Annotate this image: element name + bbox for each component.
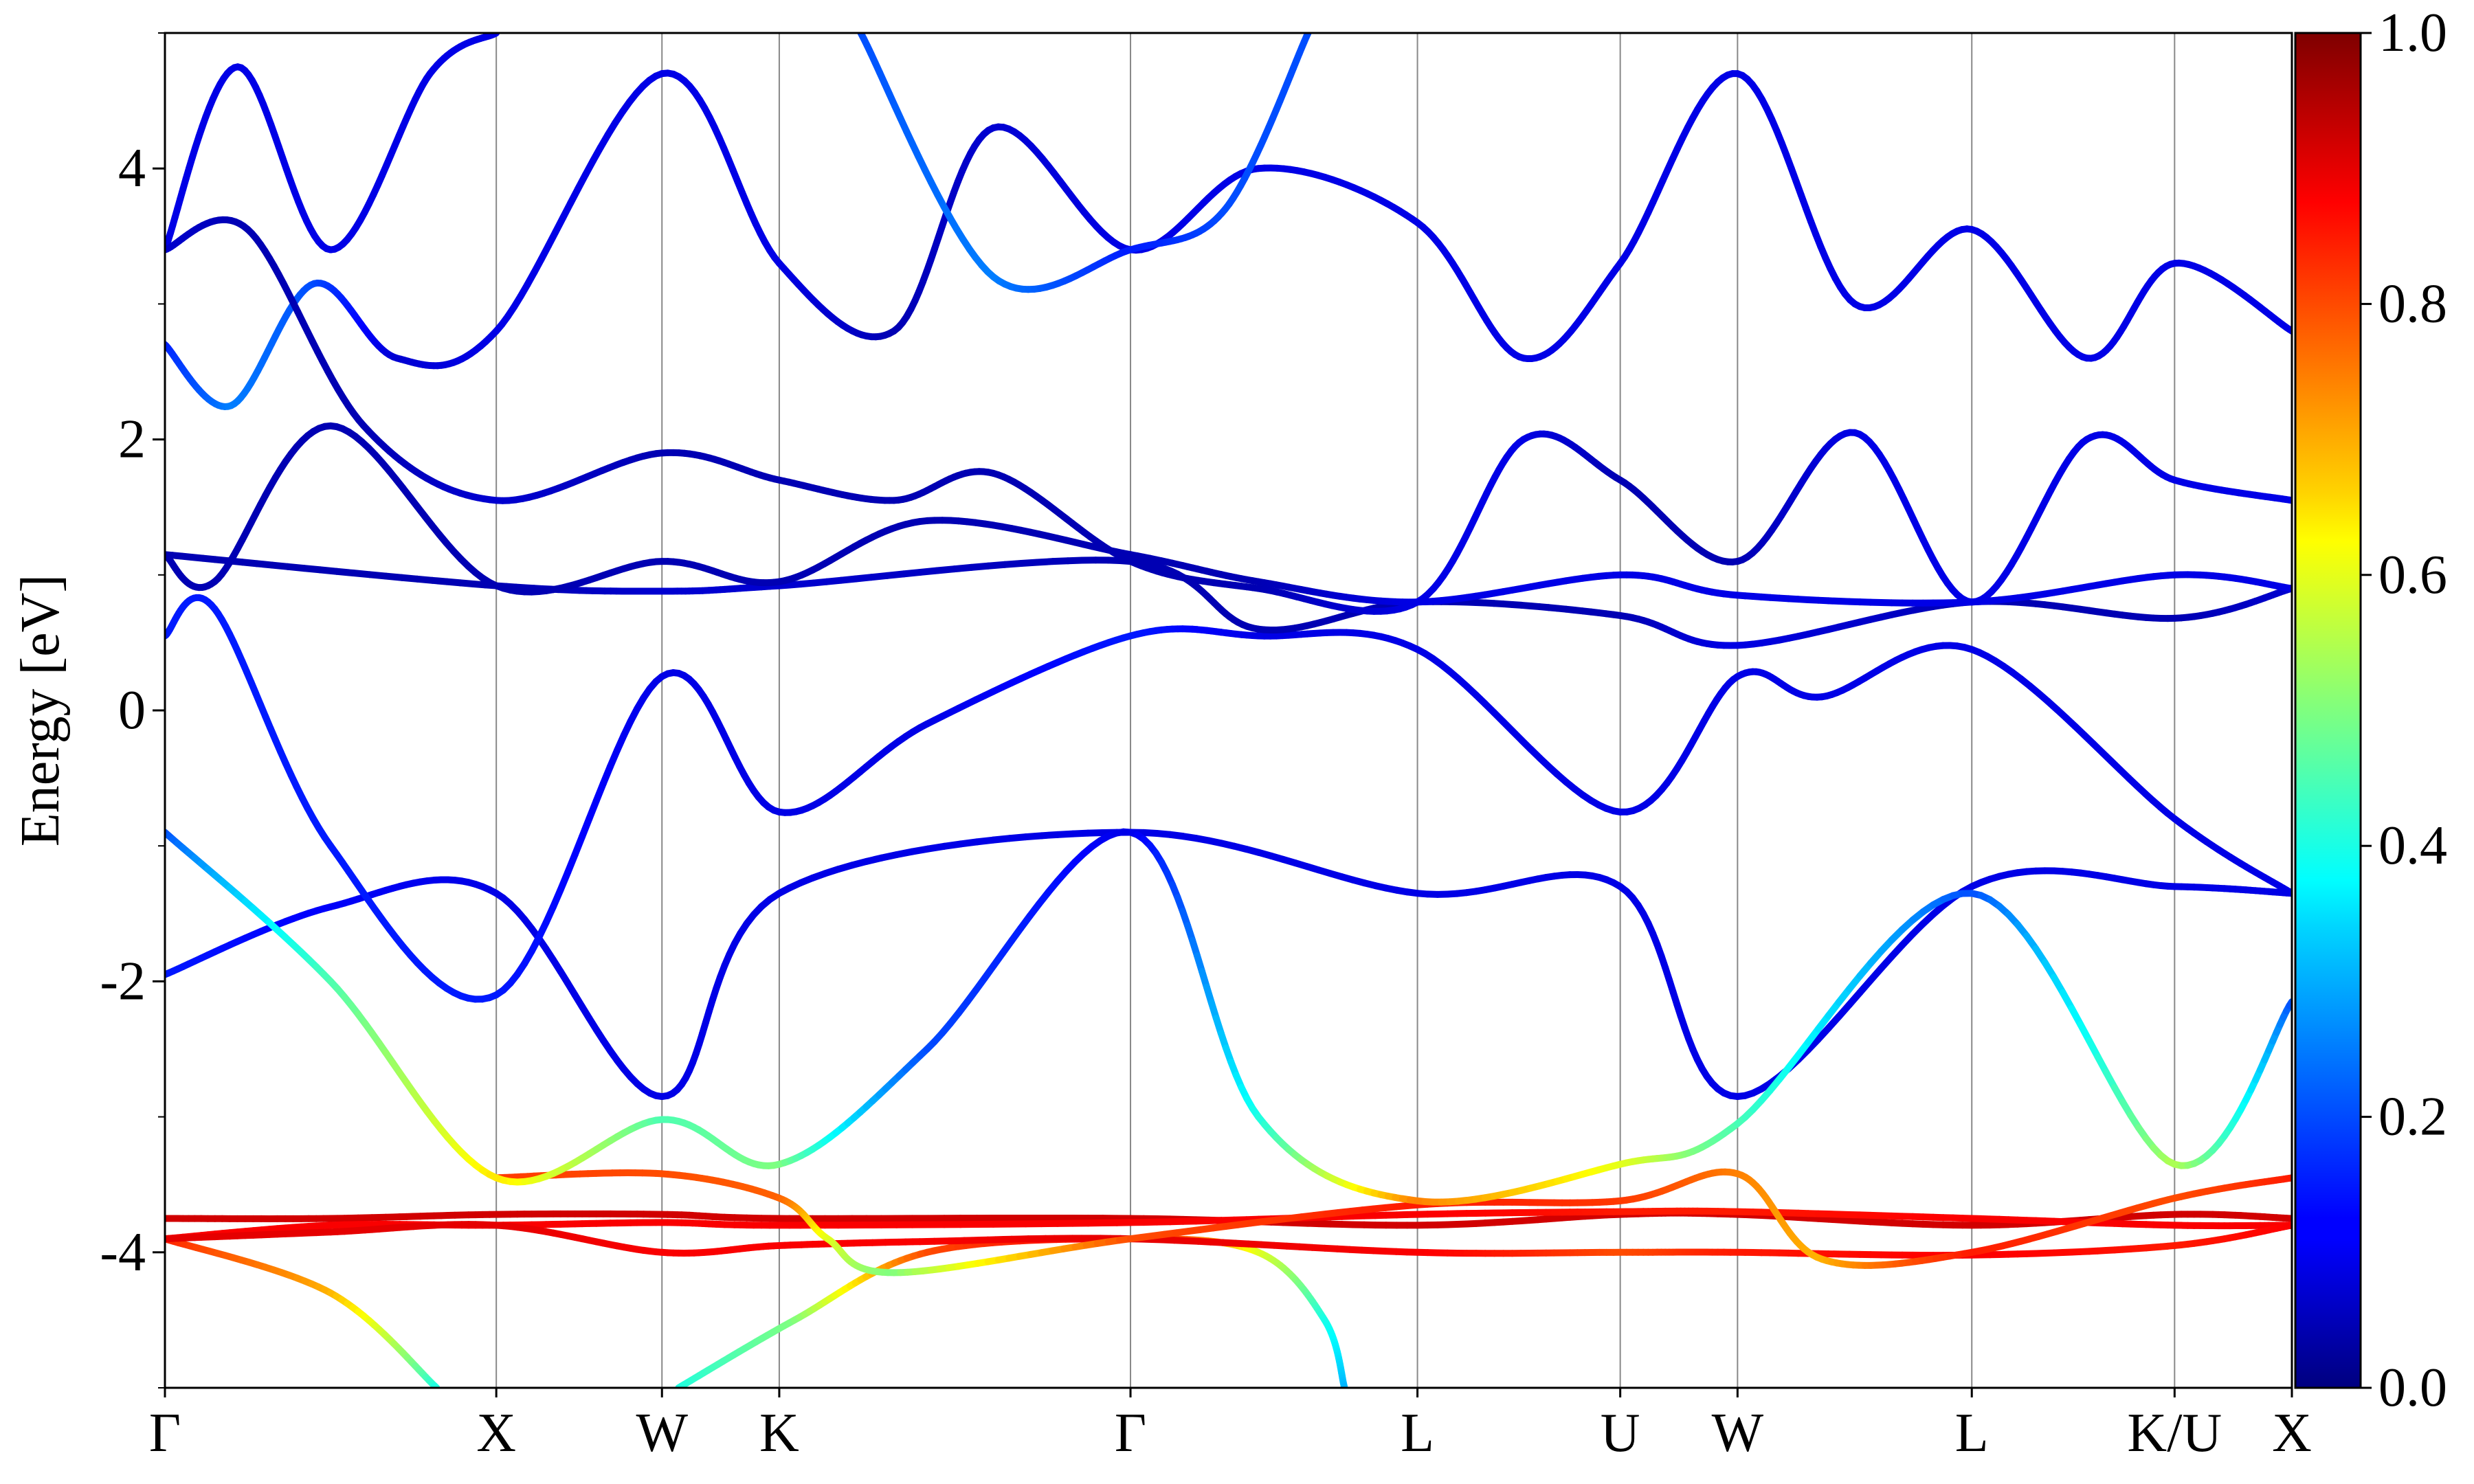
x-tick-label: Γ <box>1115 1403 1146 1463</box>
bands <box>165 33 2292 1388</box>
x-tick-label: K <box>759 1403 799 1463</box>
y-tick-label: 0 <box>118 680 146 741</box>
band-line <box>165 422 2292 607</box>
colorbar-tick-label: 0.6 <box>2378 545 2447 605</box>
y-axis-label: Energy [eV] <box>10 574 71 846</box>
band-line <box>165 829 2292 1101</box>
x-tick-label: X <box>2272 1403 2312 1463</box>
y-axis-ticks: 4 2 0 -2 -4 <box>100 32 165 1389</box>
colorbar-tick-label: 1.0 <box>2378 3 2447 63</box>
colorbar-tick-label: 0.2 <box>2378 1087 2447 1147</box>
band-line <box>165 828 2292 1206</box>
y-tick-label: -2 <box>100 951 146 1011</box>
x-tick-label: W <box>1712 1403 1764 1463</box>
band-line <box>165 69 2292 410</box>
y-tick-label: 2 <box>118 409 146 470</box>
band-line <box>165 1209 2292 1229</box>
x-tick-label: Γ <box>149 1403 181 1463</box>
colorbar-tick-label: 0.0 <box>2378 1358 2447 1418</box>
x-tick-label: L <box>1401 1403 1434 1463</box>
colorbar: 0.0 0.2 0.4 0.6 0.8 1.0 <box>2294 3 2447 1418</box>
colorbar-tick-label: 0.8 <box>2378 273 2447 334</box>
x-tick-label: U <box>1601 1403 1640 1463</box>
band-line <box>165 33 500 254</box>
band-line <box>165 1235 441 1388</box>
y-tick-label: 4 <box>118 138 146 199</box>
plot-frame <box>164 32 2293 1389</box>
band-line <box>165 1221 2292 1259</box>
band-line <box>857 33 1312 293</box>
y-tick-label: -4 <box>100 1222 146 1283</box>
x-tick-label: L <box>1955 1403 1989 1463</box>
band-line <box>165 216 2292 615</box>
colorbar-gradient <box>2294 32 2362 1389</box>
x-tick-label: X <box>476 1403 516 1463</box>
colorbar-ticks: 0.0 0.2 0.4 0.6 0.8 1.0 <box>2361 3 2447 1418</box>
x-tick-label: K/U <box>2127 1403 2222 1463</box>
colorbar-tick-label: 0.4 <box>2378 816 2447 876</box>
x-axis-ticks: Γ X W K Γ L U W L K/U X <box>149 1388 2312 1463</box>
band-line <box>165 594 2292 1003</box>
x-tick-label: W <box>636 1403 688 1463</box>
band-line <box>493 1168 2292 1277</box>
